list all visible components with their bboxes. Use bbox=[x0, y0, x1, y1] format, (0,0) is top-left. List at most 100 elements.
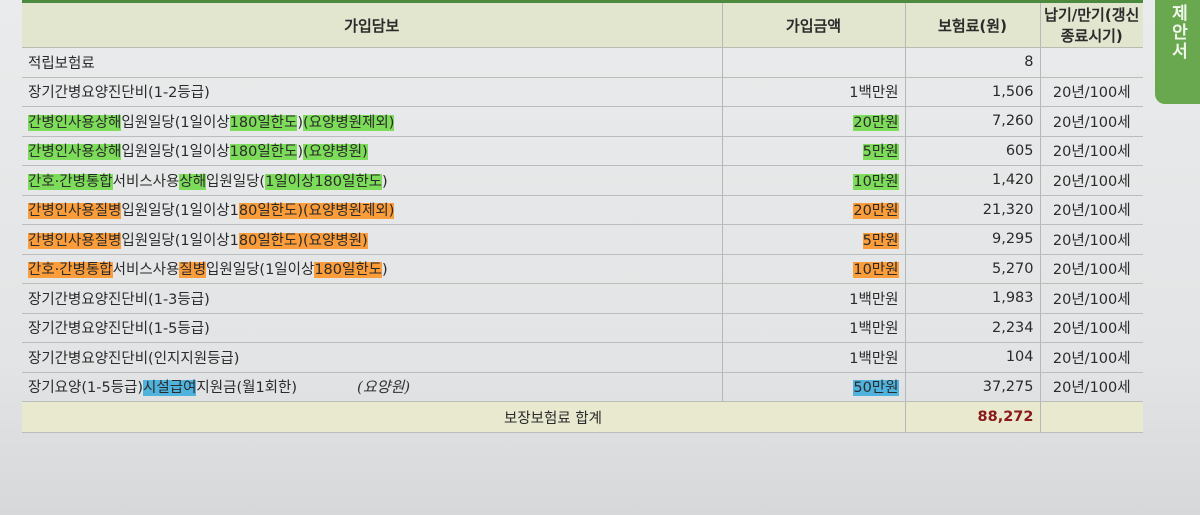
table-row: 적립보험료 8 bbox=[22, 47, 1143, 78]
total-value: 88,272 bbox=[904, 401, 1040, 433]
coverage-amount: 10만원 bbox=[853, 173, 899, 190]
text-segment: 장기요양(1-5등급) bbox=[28, 380, 144, 397]
term-value: 20년/100세 bbox=[1052, 173, 1131, 190]
table-row: 간호·간병통합서비스사용상해입원일당(1일이상180일한도) 10만원 1,420 2… bbox=[22, 165, 1143, 196]
text-segment: ) bbox=[297, 114, 304, 131]
side-tab-label: 제안서 bbox=[1167, 4, 1188, 61]
coverage-amount: 5만원 bbox=[862, 232, 899, 249]
text-segment: 지원금(월1회한) bbox=[196, 380, 298, 397]
text-segment: ) bbox=[382, 262, 388, 279]
coverage-amount: 50만원 bbox=[853, 380, 899, 397]
term-value: 20년/100세 bbox=[1052, 262, 1131, 279]
text-segment: 장기간병요양진단비(1-5등급) bbox=[28, 321, 210, 338]
header-coverage: 가입담보 bbox=[22, 3, 722, 48]
table-row: 간병인사용질병입원일당(1일이상180일한도)(요양병원제외) 20만원 21,32… bbox=[22, 195, 1143, 225]
highlighted-text: 간병인사용상해 bbox=[28, 144, 122, 161]
header-amount: 가입금액 bbox=[721, 3, 905, 48]
coverage-name: 간병인사용질병입원일당(1일이상180일한도)(요양병원) bbox=[22, 224, 722, 255]
highlighted-text: 상해 bbox=[179, 173, 207, 190]
coverage-amount: 10만원 bbox=[853, 262, 899, 279]
header-premium: 보험료(원) bbox=[904, 3, 1040, 48]
highlighted-text: 1일이상180일한도 bbox=[265, 173, 383, 190]
coverage-name: 장기간병요양진단비(1-5등급) bbox=[22, 313, 722, 343]
header-bar bbox=[22, 0, 1143, 4]
term-value: 20년/100세 bbox=[1052, 203, 1131, 220]
premium-value: 37,275 bbox=[982, 378, 1034, 395]
text-segment: 입원일당(1일이상1 bbox=[121, 232, 239, 249]
table-row: 장기간병요양진단비(1-2등급) 1백만원 1,506 20년/100세 bbox=[22, 77, 1143, 107]
text-segment: 입원일당(1일이상 bbox=[121, 144, 230, 161]
premium-value: 9,295 bbox=[991, 231, 1034, 248]
text-segment: 입원일당(1일이상 bbox=[121, 114, 230, 131]
coverage-name: 간병인사용상해입원일당(1일이상180일한도)(요양병원) bbox=[22, 136, 722, 166]
text-segment: 장기간병요양진단비(1-2등급) bbox=[28, 85, 210, 102]
handwritten-note: (요양원) bbox=[357, 378, 411, 397]
coverage-name: 적립보험료 bbox=[22, 47, 722, 78]
table-row: 장기요양(1-5등급)시설급여지원금(월1회한) (요양원) 50만원 37,275 2… bbox=[22, 372, 1143, 402]
coverage-amount: 5만원 bbox=[862, 144, 899, 161]
coverage-name: 간호·간병통합서비스사용질병입원일당(1일이상180일한도) bbox=[22, 254, 722, 284]
total-label: 보장보험료 합계 bbox=[22, 401, 722, 433]
text-segment: ) bbox=[382, 173, 388, 190]
term-value: 20년/100세 bbox=[1052, 144, 1131, 161]
table-row: 간호·간병통합서비스사용질병입원일당(1일이상180일한도) 10만원 5,270 2… bbox=[22, 254, 1143, 284]
premium-value: 1,983 bbox=[991, 290, 1034, 307]
highlighted-text: (요양병원) bbox=[303, 144, 368, 161]
premium-value: 1,420 bbox=[991, 172, 1034, 189]
term-value: 20년/100세 bbox=[1052, 114, 1131, 131]
highlighted-text: 80일한도)(요양병원제외) bbox=[238, 203, 395, 220]
highlighted-text: 180일한도 bbox=[229, 114, 298, 131]
term-value: 20년/100세 bbox=[1052, 85, 1131, 102]
highlighted-text: 180일한도 bbox=[229, 144, 298, 161]
text-segment: 서비스사용 bbox=[112, 173, 180, 190]
coverage-amount: 20만원 bbox=[853, 114, 899, 131]
premium-value: 21,320 bbox=[982, 201, 1034, 218]
total-row: 보장보험료 합계 88,272 bbox=[22, 401, 1143, 433]
coverage-name: 장기간병요양진단비(인지지원등급) bbox=[22, 342, 722, 373]
coverage-name: 장기간병요양진단비(1-3등급) bbox=[22, 283, 722, 314]
table-row: 간병인사용질병입원일당(1일이상180일한도)(요양병원) 5만원 9,295 20년… bbox=[22, 224, 1143, 255]
coverage-name: 간병인사용상해입원일당(1일이상180일한도)(요양병원제외) bbox=[22, 106, 722, 137]
coverage-amount: 1백만원 bbox=[849, 321, 899, 338]
highlighted-text: 간병인사용질병 bbox=[28, 203, 122, 220]
term-value: 20년/100세 bbox=[1052, 350, 1131, 367]
coverage-amount: 1백만원 bbox=[849, 350, 899, 367]
premium-value: 104 bbox=[1005, 349, 1034, 366]
coverage-amount: 20만원 bbox=[853, 203, 899, 220]
text-segment: 입원일당( bbox=[206, 173, 266, 190]
text-segment: 서비스사용 bbox=[112, 262, 180, 279]
coverage-name: 간병인사용질병입원일당(1일이상180일한도)(요양병원제외) bbox=[22, 195, 722, 225]
premium-value: 5,270 bbox=[991, 260, 1034, 277]
table-header: 가입담보 가입금액 보험료(원) 납기/만기(갱신종료시기) bbox=[22, 3, 1143, 48]
table-row: 장기간병요양진단비(인지지원등급) 1백만원 104 20년/100세 bbox=[22, 342, 1143, 373]
term-value: 20년/100세 bbox=[1052, 291, 1131, 308]
highlighted-text: (요양병원제외) bbox=[303, 114, 395, 131]
table-row: 장기간병요양진단비(1-5등급) 1백만원 2,234 20년/100세 bbox=[22, 313, 1143, 343]
header-term: 납기/만기(갱신종료시기) bbox=[1039, 3, 1143, 48]
text-segment: 적립보험료 bbox=[28, 55, 95, 72]
premium-value: 7,260 bbox=[991, 113, 1034, 130]
highlighted-text: 80일한도)(요양병원) bbox=[238, 232, 368, 249]
side-tab: 제안서 bbox=[1155, 0, 1200, 104]
term-value: 20년/100세 bbox=[1052, 321, 1131, 338]
premium-value: 2,234 bbox=[991, 319, 1034, 336]
highlighted-text: 간호·간병통합 bbox=[28, 262, 113, 279]
table-row: 간병인사용상해입원일당(1일이상180일한도)(요양병원제외) 20만원 7,260… bbox=[22, 106, 1143, 137]
highlighted-text: 간병인사용질병 bbox=[28, 232, 122, 249]
premium-value: 8 bbox=[1024, 54, 1034, 71]
coverage-amount: 1백만원 bbox=[849, 85, 899, 102]
coverage-amount: 1백만원 bbox=[849, 291, 899, 308]
premium-value: 1,506 bbox=[991, 83, 1034, 100]
text-segment: 입원일당(1일이상 bbox=[206, 262, 315, 279]
table-row: 장기간병요양진단비(1-3등급) 1백만원 1,983 20년/100세 bbox=[22, 283, 1143, 314]
highlighted-text: 간호·간병통합 bbox=[28, 173, 113, 190]
highlighted-text: 시설급여 bbox=[143, 380, 197, 397]
term-value: 20년/100세 bbox=[1052, 232, 1131, 249]
text-segment: ) bbox=[297, 144, 304, 161]
coverage-name: 장기간병요양진단비(1-2등급) bbox=[22, 77, 722, 107]
text-segment: 입원일당(1일이상1 bbox=[121, 203, 239, 220]
highlighted-text: 간병인사용상해 bbox=[28, 114, 122, 131]
premium-value: 605 bbox=[1005, 142, 1034, 159]
highlighted-text: 180일한도 bbox=[314, 262, 383, 279]
